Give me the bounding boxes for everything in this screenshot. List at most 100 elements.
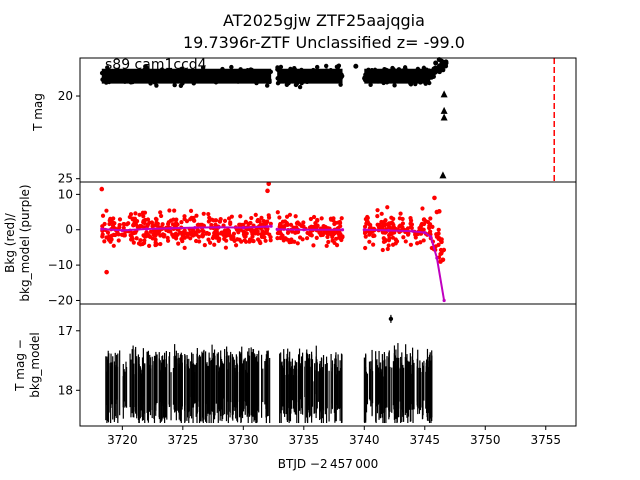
mag-point	[362, 75, 368, 80]
bkg-point	[192, 218, 197, 223]
bkg-point	[137, 212, 142, 217]
ylabel-line: bkg_model (purple)	[18, 184, 32, 301]
middle-panel-yticks: 10 0 −10 −20	[48, 187, 80, 307]
bkg-point	[207, 240, 213, 245]
mag-point	[379, 74, 385, 79]
y-tick-label: 18	[58, 383, 73, 397]
bkg-point	[148, 229, 153, 234]
mag-point	[191, 74, 196, 79]
bkg-point	[238, 222, 243, 227]
mag-point	[229, 64, 234, 70]
mag-point	[148, 81, 153, 86]
bkg-point	[300, 237, 305, 242]
mag-point	[268, 69, 273, 75]
bkg-point	[247, 237, 253, 242]
bkg-point	[193, 230, 198, 235]
bkg-point	[110, 223, 116, 228]
bkg-point	[167, 208, 172, 213]
bkg-point	[265, 219, 270, 224]
bkg-point	[187, 231, 193, 236]
mag-point	[338, 82, 343, 87]
bkg-point	[385, 246, 390, 252]
mag-point	[432, 70, 437, 76]
mag-point	[313, 74, 318, 80]
mag-point	[408, 82, 414, 87]
bkg-point	[415, 241, 420, 246]
x-tick-label: 3740	[349, 433, 380, 447]
bkg-point	[213, 218, 219, 223]
mag-point	[438, 63, 444, 69]
bkg-point	[362, 231, 368, 236]
bkg-point	[250, 231, 255, 236]
bkg-point	[292, 239, 297, 244]
mag-point	[275, 81, 281, 86]
bkg-point	[324, 243, 329, 248]
bkg-point	[222, 218, 228, 223]
bkg-point	[182, 245, 187, 250]
x-tick-label: 3745	[410, 433, 441, 447]
bkg-point	[153, 240, 158, 245]
bkg-point	[150, 236, 155, 241]
mag-point	[390, 71, 395, 77]
mag-point	[280, 70, 285, 75]
mag-point	[243, 77, 248, 82]
bkg-point	[122, 232, 127, 237]
bkg-point	[142, 233, 147, 239]
mag-point	[199, 71, 205, 77]
bkg-point	[166, 221, 171, 227]
bkg-point	[138, 238, 143, 243]
bkg-model-point	[241, 226, 245, 230]
bkg-point	[225, 227, 230, 232]
mag-point	[297, 76, 302, 81]
bkg-point	[151, 232, 156, 237]
title-line-1: AT2025gjw ZTF25aajqgia	[223, 11, 425, 30]
bkg-point	[372, 233, 377, 238]
bkg-model-point	[265, 224, 270, 229]
bkg-point	[301, 220, 306, 225]
bkg-point	[287, 240, 292, 245]
y-tick-label: 25	[58, 172, 73, 186]
top-panel-yticks: 2025	[58, 89, 80, 186]
mag-point	[336, 63, 342, 68]
mag-point	[135, 75, 140, 80]
bkg-model-point	[429, 235, 433, 239]
bkg-model-point	[217, 225, 221, 229]
bkg-point	[165, 235, 170, 241]
bkg-point	[236, 230, 241, 235]
bkg-point	[206, 219, 211, 224]
bkg-point	[363, 245, 368, 251]
bkg-point	[153, 216, 159, 221]
mag-point	[130, 79, 135, 85]
mag-point	[123, 72, 129, 77]
bkg-point	[179, 220, 184, 225]
bkg-point	[154, 220, 159, 225]
bkg-model-point	[100, 227, 104, 231]
bkg-point	[380, 247, 385, 253]
bkg-point	[215, 231, 220, 236]
mag-point	[299, 80, 304, 86]
ylabel-line: bkg_model	[28, 332, 42, 398]
mag-point	[185, 72, 190, 77]
mag-point	[325, 73, 331, 78]
mag-point	[383, 67, 389, 73]
bkg-point	[275, 210, 280, 215]
mag-point	[118, 71, 123, 77]
bkg-point	[315, 217, 320, 223]
y-tick-label: 20	[58, 89, 73, 103]
mag-point	[205, 69, 210, 75]
mag-point	[336, 76, 342, 81]
bkg-point	[266, 181, 272, 187]
bkg-point	[266, 215, 272, 220]
mag-point	[424, 79, 429, 84]
bkg-point	[385, 205, 390, 210]
bkg-point	[184, 231, 189, 236]
bkg-point	[173, 235, 178, 240]
mag-point	[258, 72, 263, 77]
mag-point	[414, 75, 419, 81]
bkg-point	[182, 228, 187, 233]
bkg-point	[237, 237, 242, 242]
bkg-point	[180, 238, 185, 244]
bkg-point	[150, 224, 155, 229]
mag-point	[171, 74, 176, 80]
bkg-point	[265, 188, 270, 194]
